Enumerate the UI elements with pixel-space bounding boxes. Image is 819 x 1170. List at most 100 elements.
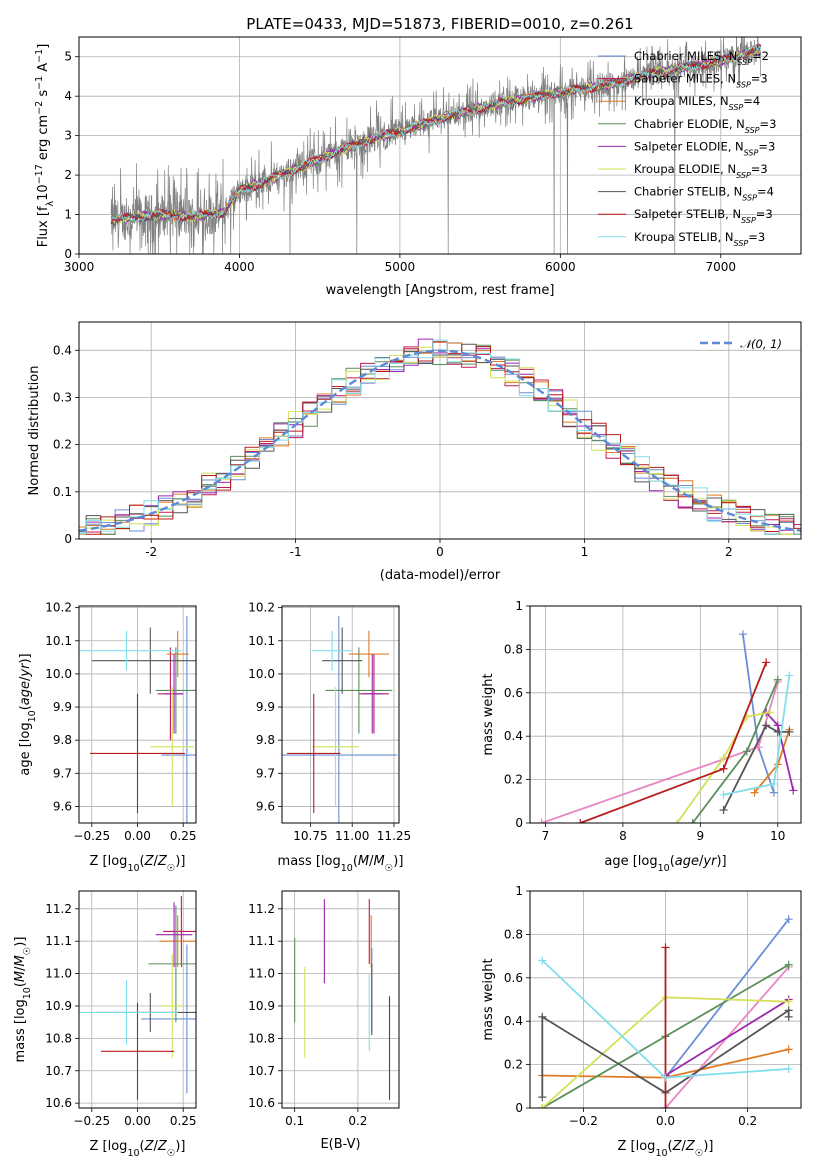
y-axis-label: Normed distribution [27,366,42,496]
legend-label-part: =3 [756,207,773,221]
legend-label-part: SSP [742,193,757,202]
x-tick-label: 11.25 [377,829,411,843]
y-tick-label: 9.6 [256,799,275,813]
axes-frame [78,605,197,824]
y-tick-label: 10.2 [248,601,275,615]
y-axis-label: Flux [fλ10−17 erg cm−2 s−1 A−1] [34,44,56,248]
x-axis-label-part: 10 [341,863,353,874]
legend-label-part: Salpeter MILES, N [634,72,736,86]
legend-label-part: SSP [741,216,756,225]
y-tick-label: 1 [515,884,523,898]
x-axis-label-part: 10 [658,863,670,874]
legend-label: Kroupa STELIB, NSSP=3 [634,230,765,248]
y-tick-label: 0 [64,247,72,261]
axes-spectrum: 3000 4000 5000 6000 7000 0 1 2 3 4 5 PLATE=0433, MJ… [34,15,802,298]
y-tick-label: 10.2 [45,601,72,615]
legend-label: Chabrier MILES, NSSP=2 [634,49,769,67]
data-point [155,647,196,734]
legend-label-part: =3 [748,230,765,244]
y-tick-label: 0.8 [504,927,523,941]
y-tick-label: 0.6 [504,971,523,985]
plot-area [537,630,798,823]
legend-label-part: SSP [729,103,744,112]
x-tick-label: 0.00 [124,829,151,843]
x-axis-label: Z [log10(Z/Z☉)] [618,1139,714,1159]
y-axis-label-part: )] [13,937,28,947]
weight-marker [750,788,759,797]
legend-label-part: Kroupa ELODIE, N [634,162,736,176]
legend-label-part: Kroupa MILES, N [634,94,729,108]
weight-marker [673,819,682,823]
gaussian-curve [79,349,801,532]
plot-area [79,338,801,535]
data-point [163,895,196,968]
y-tick-label: 10.7 [248,1064,275,1078]
y-tick-label: 0.4 [504,1014,523,1028]
axes-frame [281,890,400,1109]
y-axis-label-part: ( [18,705,33,710]
plot-area [79,895,196,1100]
data-point [325,647,393,734]
weight-marker [769,788,778,797]
x-tick-label: 0.2 [738,1114,757,1128]
weight-marker [742,747,751,756]
x-axis-label-part: Z [685,1139,696,1154]
y-tick-label: 0.8 [504,642,523,656]
y-tick-label: 9.9 [53,700,72,714]
x-axis-label: wavelength [Angstrom, rest frame] [326,283,555,298]
model-line [110,47,762,225]
data-point [100,1002,175,1100]
data-point [161,954,184,1058]
y-axis-label: age [log10(age/yr)] [18,653,38,775]
y-tick-label: 10.6 [45,1096,72,1110]
x-axis-label-part: Z [144,1139,155,1154]
x-axis-label: mass [log10(M/M☉)] [278,854,404,874]
axes-mass-vs-Z: −0.25 0.00 0.25 10.6 10.7 10.8 10.9 11.0 11.1 11.… [13,890,197,1159]
weight-line [676,711,771,823]
legend-label-part: Kroupa STELIB, N [634,230,734,244]
y-axis-label-part: age [log [18,722,33,775]
weight-marker [719,753,728,762]
y-tick-label: 0.3 [53,390,72,404]
x-axis-label-part: 10 [127,1148,139,1159]
legend-label: Kroupa MILES, NSSP=4 [634,94,760,112]
x-axis-label-part: Z [log [90,854,128,869]
weight-marker [661,1073,670,1082]
legend-label: Chabrier ELODIE, NSSP=3 [634,117,776,135]
y-axis-label-part: M [13,971,28,982]
y-tick-label: 10.6 [248,1096,275,1110]
y-tick-label: 9.7 [53,766,72,780]
legend-label: Kroupa ELODIE, NSSP=3 [634,162,768,180]
legend-label-part: Salpeter STELIB, N [634,207,741,221]
x-tick-label: 8 [619,829,627,843]
y-tick-label: 11.2 [248,902,275,916]
x-axis-label-part: 10 [127,863,139,874]
y-tick-label: 10.8 [248,1031,275,1045]
axes-frame [281,605,400,824]
y-tick-label: 4 [64,89,72,103]
y-axis-label-part: ] [36,44,51,49]
weight-line [664,918,790,1079]
x-tick-label: 1 [581,545,589,559]
y-axis-label-part: −2 [34,101,45,115]
y-tick-label: 0 [515,816,523,830]
histogram-line [79,339,801,535]
x-tick-label: 0.25 [170,1114,197,1128]
y-tick-label: 11.2 [45,902,72,916]
y-axis-label: mass weight [481,673,496,755]
legend-label-part: SSP [737,58,752,67]
y-axis-label: mass weight [481,958,496,1040]
weight-marker [762,721,771,730]
y-tick-label: 9.8 [256,733,275,747]
data-point [312,687,359,807]
weight-line [765,711,795,791]
y-tick-label: 9.9 [256,700,275,714]
y-tick-label: 0.2 [504,1058,523,1072]
x-axis-label-part: age [675,854,699,869]
x-axis-label: E(B-V) [320,1137,360,1152]
x-axis-label-part: 10 [655,1148,667,1159]
axes-frame [78,36,802,255]
weight-marker [738,630,747,639]
legend-label-part: SSP [744,148,759,157]
weight-marker [785,671,794,680]
